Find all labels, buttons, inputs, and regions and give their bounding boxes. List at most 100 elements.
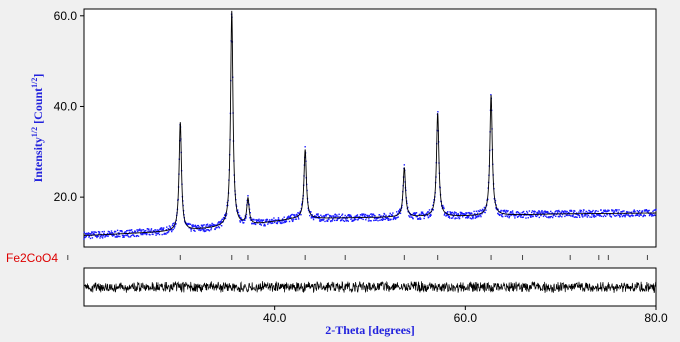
observed-point — [392, 218, 394, 221]
observed-point — [293, 213, 295, 216]
observed-point — [188, 222, 190, 225]
observed-point — [203, 228, 205, 231]
x-tick-label: 40.0 — [263, 311, 287, 325]
observed-point — [555, 215, 557, 217]
observed-point — [515, 211, 518, 214]
observed-point — [225, 214, 227, 217]
observed-point — [84, 236, 86, 239]
observed-point — [240, 217, 242, 220]
observed-point — [350, 215, 353, 218]
observed-point — [88, 235, 91, 237]
observed-point — [325, 213, 328, 216]
observed-point — [455, 212, 457, 214]
observed-point — [420, 218, 422, 220]
observed-point — [378, 214, 381, 216]
observed-point — [390, 218, 392, 221]
observed-point — [284, 220, 286, 222]
observed-point — [85, 235, 87, 238]
observed-point — [291, 213, 293, 216]
observed-point — [332, 217, 334, 220]
observed-point — [111, 231, 113, 234]
observed-point — [96, 235, 99, 238]
observed-point — [394, 218, 397, 220]
observed-point — [210, 227, 213, 229]
observed-point — [541, 209, 543, 212]
observed-point — [569, 209, 571, 212]
observed-point — [111, 235, 114, 237]
observed-point — [593, 214, 595, 216]
observed-point — [132, 234, 135, 236]
observed-point — [363, 215, 365, 217]
observed-point — [286, 217, 288, 220]
observed-point — [655, 208, 657, 211]
observed-point — [584, 212, 586, 214]
observed-point — [508, 216, 510, 219]
observed-point — [397, 213, 399, 215]
x-axis-title: 2-Theta [degrees] — [325, 323, 414, 337]
observed-point — [96, 236, 98, 239]
observed-point — [581, 213, 584, 216]
observed-point — [198, 226, 200, 228]
observed-point — [252, 222, 255, 225]
observed-point — [94, 231, 96, 233]
observed-point — [423, 213, 425, 216]
observed-point — [372, 213, 375, 215]
observed-point — [374, 215, 376, 217]
observed-point — [519, 212, 521, 214]
observed-point — [155, 234, 157, 236]
observed-point — [624, 216, 626, 218]
observed-point — [653, 209, 655, 212]
observed-point — [99, 235, 102, 238]
observed-point — [187, 223, 190, 226]
observed-point — [565, 211, 567, 213]
observed-point — [389, 212, 391, 215]
observed-point — [593, 216, 595, 218]
observed-point — [267, 223, 269, 225]
observed-point — [399, 212, 402, 215]
observed-point — [369, 220, 371, 222]
observed-point — [542, 215, 545, 218]
observed-point — [379, 219, 381, 222]
observed-point — [557, 215, 560, 218]
observed-point — [412, 217, 414, 220]
observed-point — [420, 213, 422, 215]
observed-point — [334, 213, 336, 215]
observed-point — [516, 211, 518, 213]
observed-point — [426, 214, 429, 217]
observed-point — [484, 207, 486, 209]
observed-point — [345, 219, 347, 221]
observed-point — [648, 209, 650, 212]
observed-point — [127, 235, 129, 237]
observed-point — [97, 230, 100, 233]
observed-point — [654, 214, 656, 217]
observed-point — [632, 210, 635, 212]
observed-point — [604, 209, 606, 211]
observed-point — [349, 214, 352, 216]
observed-point — [99, 237, 101, 239]
observed-point — [167, 231, 170, 233]
observed-point — [270, 222, 272, 225]
observed-point — [201, 225, 203, 227]
difference-series-line — [83, 280, 657, 294]
observed-point — [318, 220, 321, 222]
observed-point — [647, 209, 650, 212]
observed-point — [198, 229, 200, 231]
observed-point — [510, 214, 512, 217]
observed-point — [463, 213, 465, 215]
observed-point — [161, 233, 163, 236]
observed-point — [336, 214, 338, 216]
observed-point — [423, 217, 425, 220]
observed-point — [191, 225, 194, 228]
observed-point — [628, 211, 630, 213]
observed-point — [559, 213, 561, 216]
observed-point — [385, 214, 387, 217]
observed-point — [461, 216, 464, 218]
observed-point — [95, 235, 97, 237]
y-tick-label: 40.0 — [54, 99, 78, 113]
observed-point — [647, 211, 649, 213]
observed-point — [327, 213, 329, 216]
observed-point — [326, 220, 328, 222]
observed-point — [465, 211, 467, 214]
observed-point — [175, 223, 177, 225]
observed-point — [330, 220, 332, 222]
